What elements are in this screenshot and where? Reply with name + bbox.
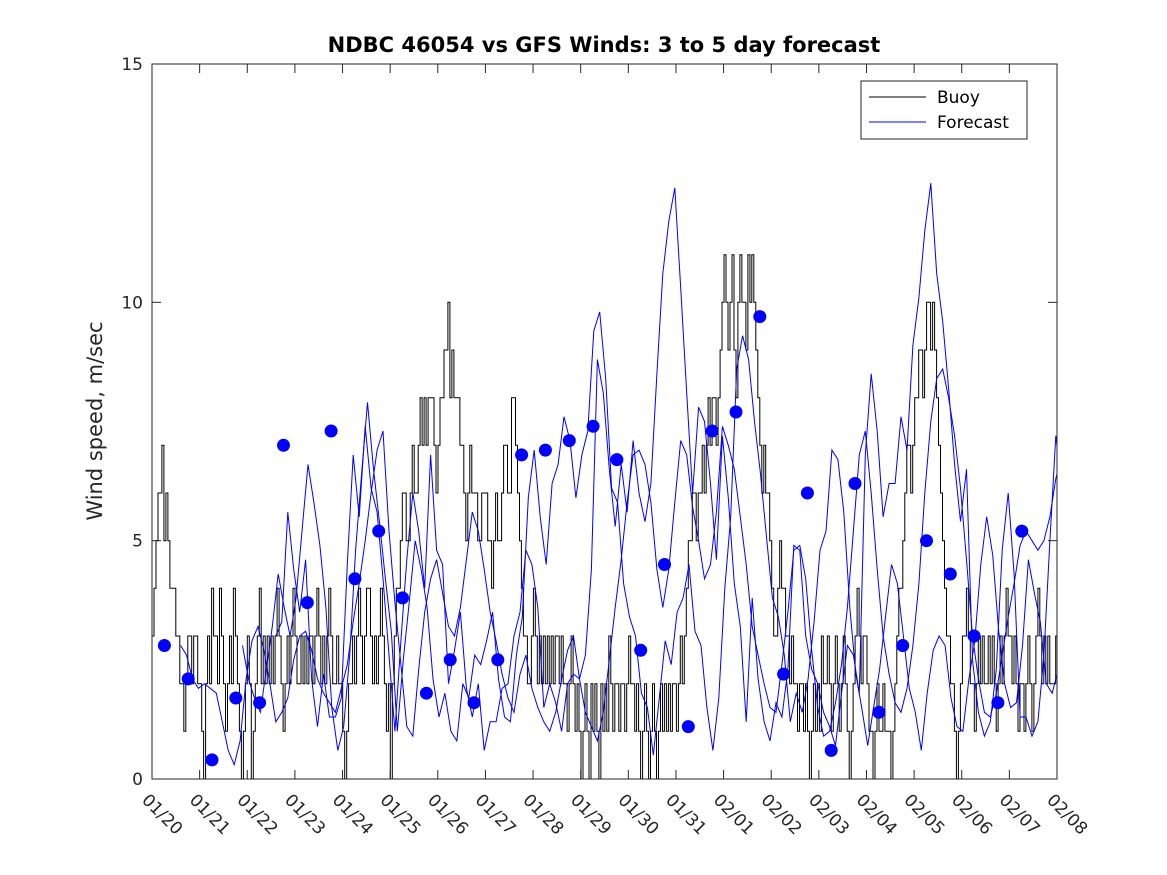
forecast-marker xyxy=(753,310,767,324)
legend-buoy-label: Buoy xyxy=(937,88,980,108)
forecast-marker xyxy=(872,705,886,719)
series-line-forecast-2 xyxy=(242,311,1057,756)
forecast-marker xyxy=(920,534,933,548)
forecast-marker xyxy=(729,405,743,419)
forecast-marker xyxy=(181,672,195,686)
forecast-marker xyxy=(991,696,1005,710)
forecast-marker xyxy=(372,524,386,538)
series-line-forecast-3 xyxy=(180,367,1057,767)
forecast-marker xyxy=(610,453,624,467)
forecast-marker xyxy=(324,424,338,438)
forecast-marker xyxy=(848,477,862,490)
forecast-marker xyxy=(967,629,981,643)
plot-area xyxy=(152,64,1057,779)
y-tick-label: 5 xyxy=(132,532,143,552)
forecast-marker xyxy=(443,653,457,667)
forecast-marker xyxy=(586,419,600,433)
forecast-marker xyxy=(777,667,791,681)
chart-title: NDBC 46054 vs GFS Winds: 3 to 5 day fore… xyxy=(328,33,881,57)
forecast-marker xyxy=(896,639,910,652)
forecast-marker xyxy=(348,572,362,586)
forecast-marker xyxy=(634,643,648,657)
plot-frame xyxy=(151,63,1058,780)
forecast-marker xyxy=(562,434,576,448)
y-axis-title: Wind speed, m/sec xyxy=(83,321,107,520)
forecast-marker xyxy=(800,486,814,500)
forecast-marker xyxy=(491,653,505,667)
forecast-marker xyxy=(253,696,267,710)
series-line-buoy xyxy=(152,254,1057,779)
forecast-marker xyxy=(538,443,552,457)
legend-box xyxy=(860,80,1028,140)
forecast-marker xyxy=(1015,524,1029,538)
forecast-marker xyxy=(705,424,719,438)
series-group xyxy=(152,183,1057,779)
forecast-marker xyxy=(157,639,171,652)
forecast-marker xyxy=(515,448,529,462)
forecast-marker xyxy=(824,743,838,757)
y-tick-label: 10 xyxy=(121,293,143,313)
legend: Buoy Forecast xyxy=(860,80,1028,140)
forecast-marker xyxy=(277,438,290,452)
y-tick-label: 15 xyxy=(121,55,143,75)
forecast-marker xyxy=(467,696,481,710)
forecast-marker xyxy=(229,691,243,705)
forecast-marker xyxy=(943,567,957,581)
forecast-marker xyxy=(300,596,314,610)
forecast-marker xyxy=(681,720,695,734)
forecast-marker xyxy=(205,753,219,767)
legend-forecast-label: Forecast xyxy=(937,113,1009,133)
forecast-marker xyxy=(419,686,433,700)
forecast-marker xyxy=(658,558,671,571)
y-tick-label: 0 xyxy=(132,770,143,790)
plot-layer xyxy=(152,183,1057,779)
forecast-marker xyxy=(396,591,409,605)
